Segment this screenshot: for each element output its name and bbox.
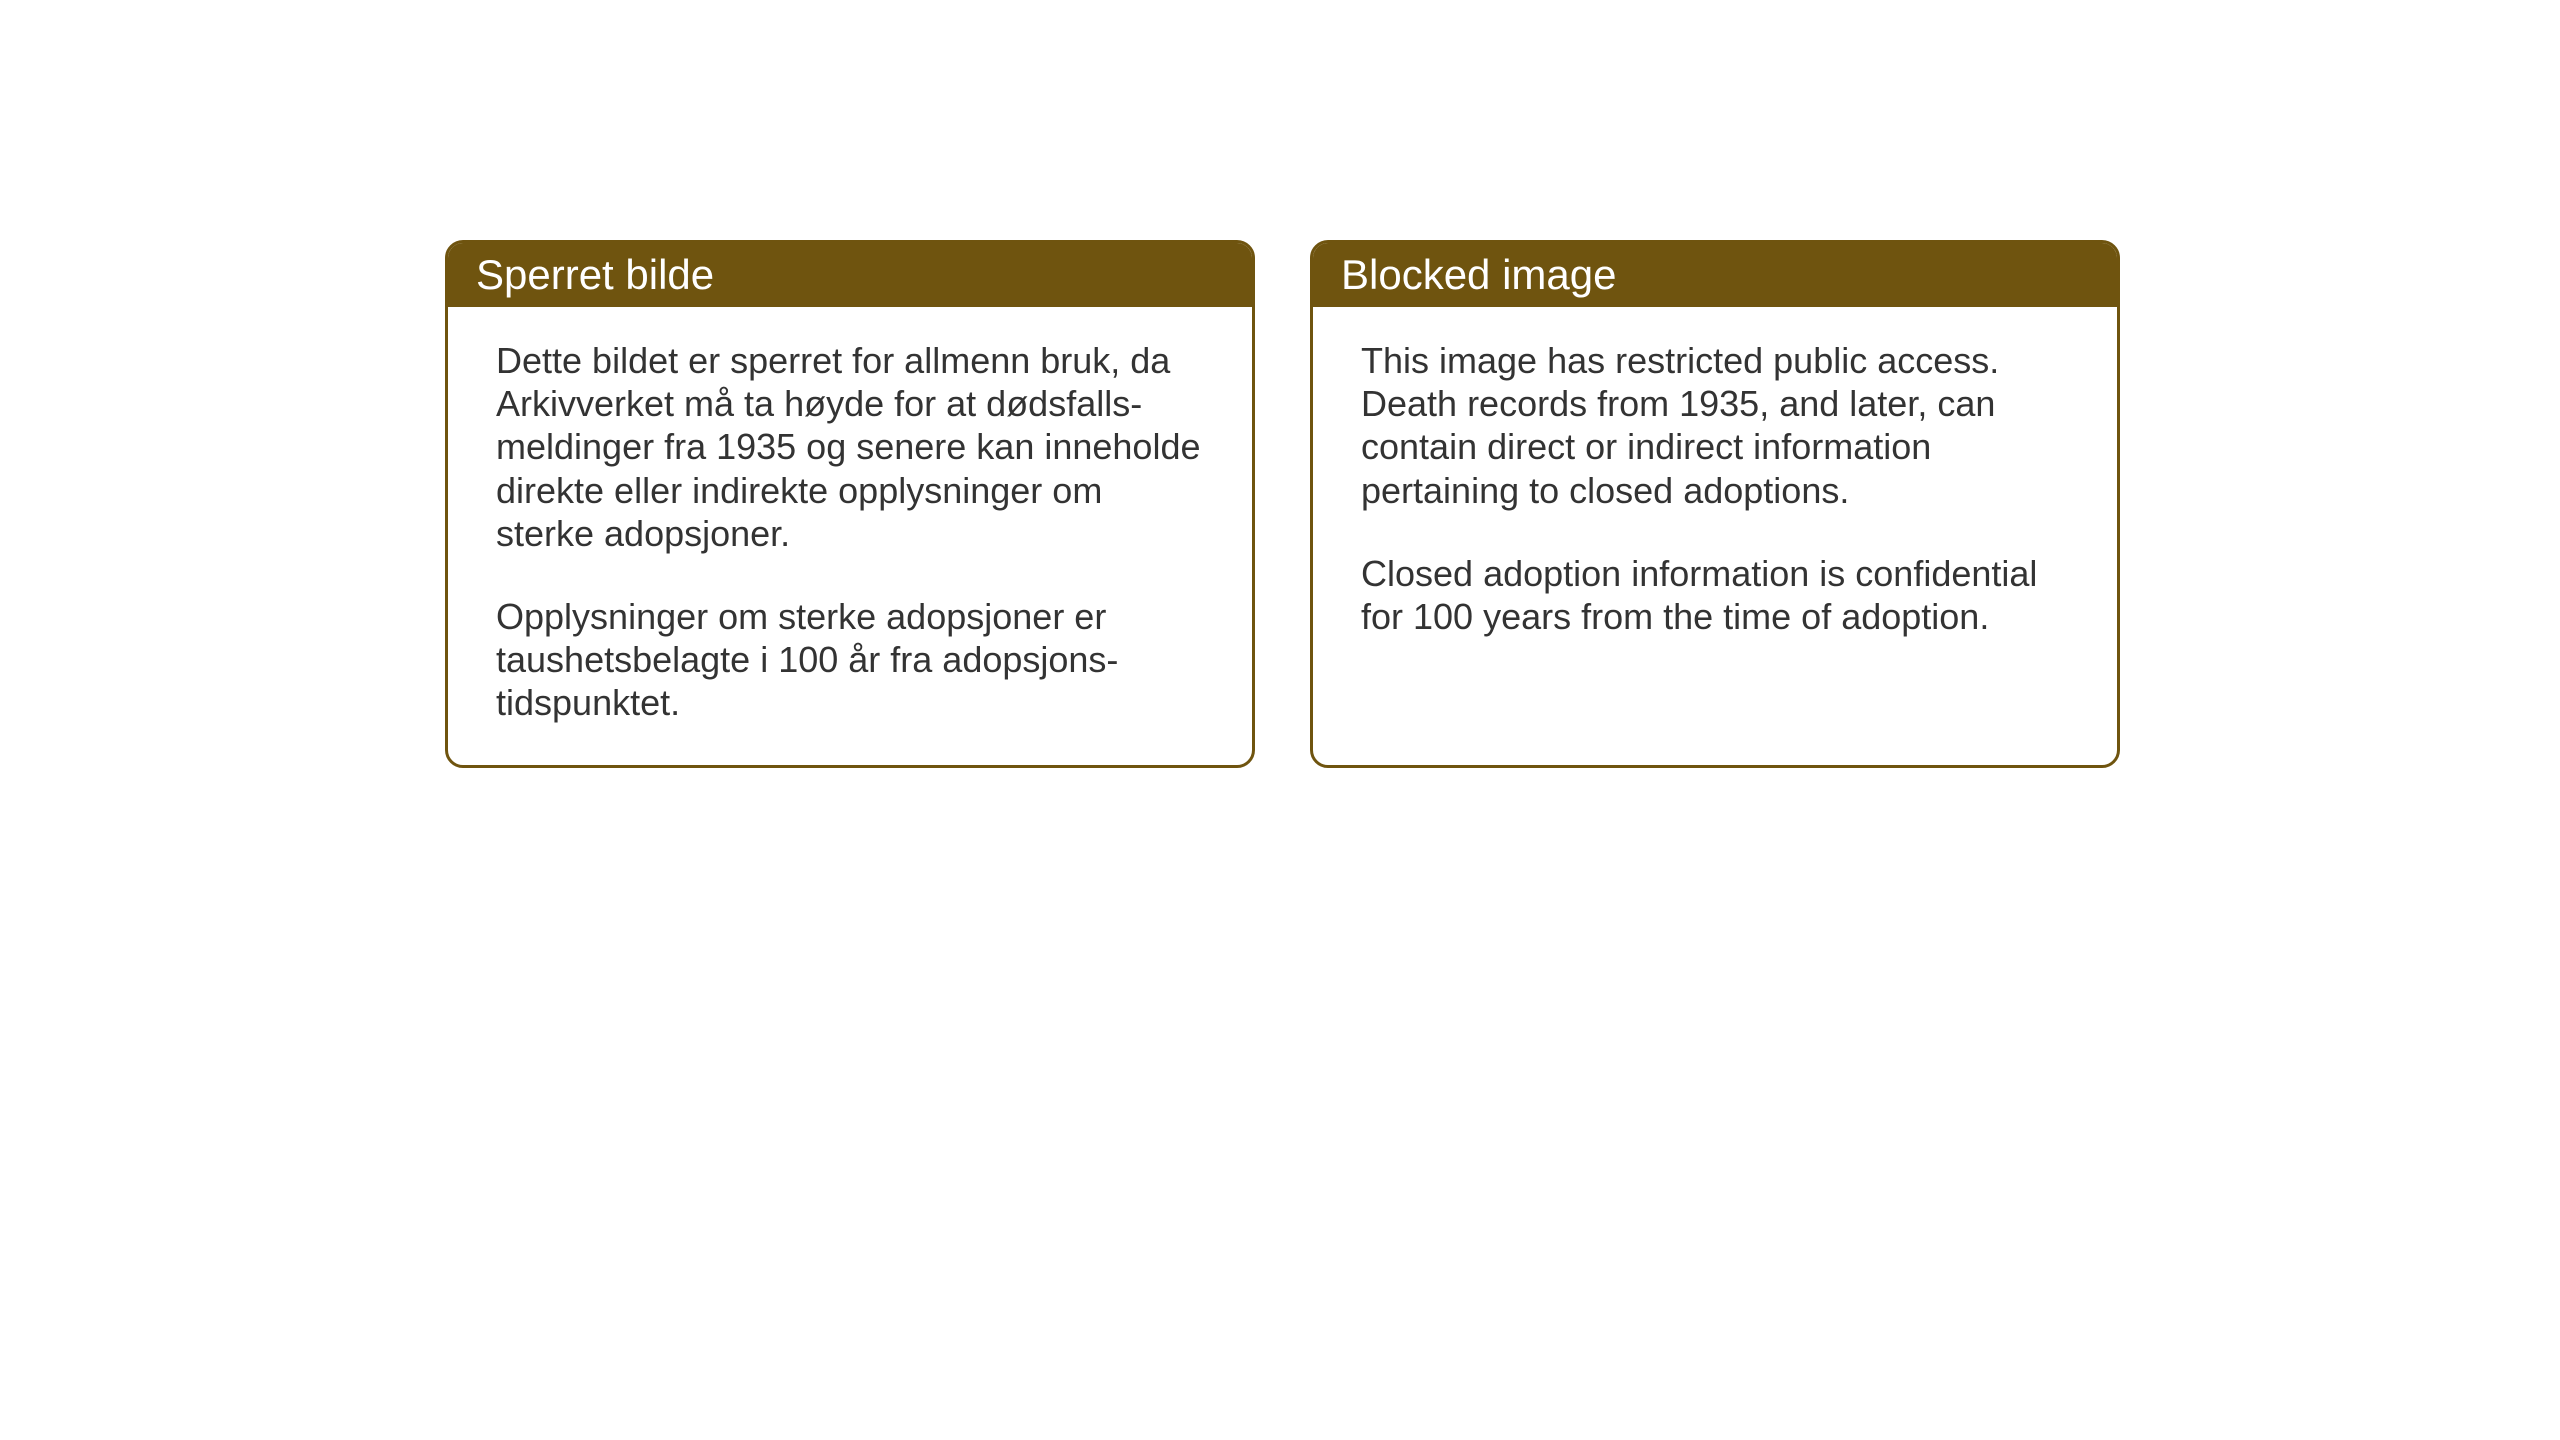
card-title-norwegian: Sperret bilde <box>476 251 714 298</box>
notice-card-norwegian: Sperret bilde Dette bildet er sperret fo… <box>445 240 1255 768</box>
notice-paragraph-2-norwegian: Opplysninger om sterke adopsjoner er tau… <box>496 595 1204 725</box>
notice-paragraph-1-norwegian: Dette bildet er sperret for allmenn bruk… <box>496 339 1204 555</box>
notice-paragraph-1-english: This image has restricted public access.… <box>1361 339 2069 512</box>
card-header-norwegian: Sperret bilde <box>448 243 1252 307</box>
notice-card-english: Blocked image This image has restricted … <box>1310 240 2120 768</box>
card-header-english: Blocked image <box>1313 243 2117 307</box>
notice-container: Sperret bilde Dette bildet er sperret fo… <box>445 240 2120 768</box>
card-title-english: Blocked image <box>1341 251 1616 298</box>
card-body-norwegian: Dette bildet er sperret for allmenn bruk… <box>448 307 1252 765</box>
card-body-english: This image has restricted public access.… <box>1313 307 2117 678</box>
notice-paragraph-2-english: Closed adoption information is confident… <box>1361 552 2069 638</box>
